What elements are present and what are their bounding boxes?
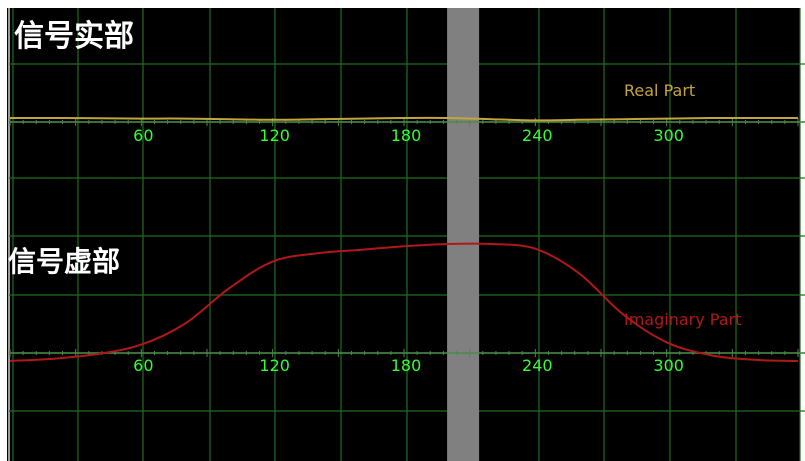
x-tick-label: 120 <box>259 356 290 375</box>
x-tick-label: 300 <box>653 126 684 145</box>
real-part-plot: Real Part <box>10 81 798 122</box>
x-tick-label: 60 <box>133 356 153 375</box>
grid-lines <box>9 8 805 461</box>
x-tick-label: 240 <box>522 126 553 145</box>
x-tick-label: 60 <box>133 126 153 145</box>
x-tick-label: 300 <box>653 356 684 375</box>
imaginary-part-label: Imaginary Part <box>624 310 741 329</box>
imaginary-part-title: 信号虚部 <box>8 245 121 278</box>
axes: 60 120 180 240 300 60 120 180 240 300 <box>9 118 805 375</box>
imaginary-part-line <box>9 242 799 362</box>
real-part-line <box>10 116 798 122</box>
x-tick-label: 240 <box>522 356 553 375</box>
plot-background <box>7 8 800 461</box>
x-tick-label: 180 <box>391 126 422 145</box>
x-tick-label: 120 <box>259 126 290 145</box>
real-part-label: Real Part <box>624 81 695 100</box>
x-tick-label: 180 <box>391 356 422 375</box>
cursor-bar[interactable] <box>447 8 480 461</box>
imaginary-part-plot: Imaginary Part <box>9 242 799 362</box>
real-part-title: 信号实部 <box>14 19 134 54</box>
